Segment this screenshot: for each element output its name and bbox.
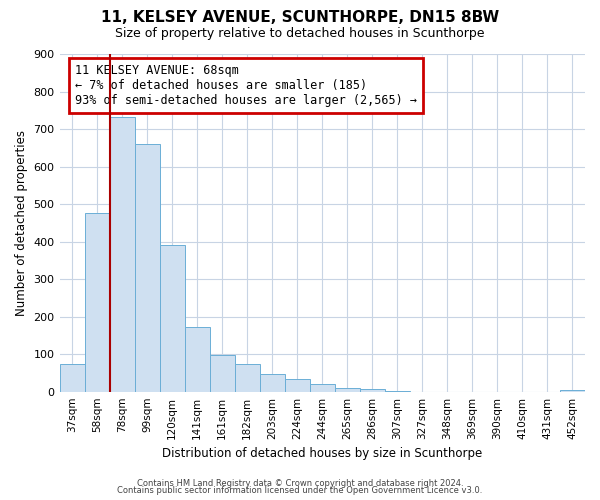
- Bar: [560, 390, 585, 392]
- Bar: [310, 384, 335, 392]
- Bar: [385, 390, 410, 392]
- Bar: [260, 374, 285, 392]
- Bar: [209, 355, 235, 392]
- Bar: [160, 246, 185, 392]
- Text: Contains HM Land Registry data © Crown copyright and database right 2024.: Contains HM Land Registry data © Crown c…: [137, 478, 463, 488]
- Bar: [185, 327, 209, 392]
- Bar: [335, 388, 360, 392]
- Text: 11, KELSEY AVENUE, SCUNTHORPE, DN15 8BW: 11, KELSEY AVENUE, SCUNTHORPE, DN15 8BW: [101, 10, 499, 25]
- Y-axis label: Number of detached properties: Number of detached properties: [15, 130, 28, 316]
- Text: Contains public sector information licensed under the Open Government Licence v3: Contains public sector information licen…: [118, 486, 482, 495]
- Text: Size of property relative to detached houses in Scunthorpe: Size of property relative to detached ho…: [115, 28, 485, 40]
- Text: 11 KELSEY AVENUE: 68sqm
← 7% of detached houses are smaller (185)
93% of semi-de: 11 KELSEY AVENUE: 68sqm ← 7% of detached…: [76, 64, 418, 107]
- Bar: [235, 364, 260, 392]
- Bar: [85, 214, 110, 392]
- Bar: [285, 380, 310, 392]
- Bar: [360, 389, 385, 392]
- Bar: [110, 116, 134, 392]
- Bar: [134, 144, 160, 392]
- X-axis label: Distribution of detached houses by size in Scunthorpe: Distribution of detached houses by size …: [162, 447, 482, 460]
- Bar: [59, 364, 85, 392]
